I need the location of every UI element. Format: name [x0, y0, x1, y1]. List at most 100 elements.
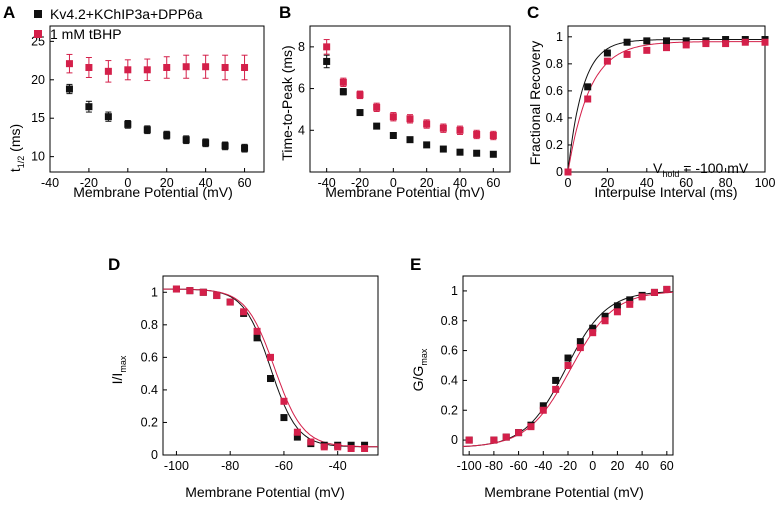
data-point-control [85, 103, 93, 111]
y-tick-label: 0 [556, 165, 563, 179]
y-tick-label: 1 [556, 30, 563, 44]
y-tick-label: 0 [151, 448, 158, 462]
data-point-tbhp [439, 124, 447, 132]
data-point-tbhp [124, 66, 132, 74]
panel-c-plot: 0 20 40 60 80 100 0 0.2 0.4 0.6 0.8 1 [546, 25, 776, 190]
data-point-tbhp [576, 344, 584, 352]
y-tick-label: 0.8 [441, 314, 458, 328]
data-point-tbhp [373, 103, 381, 111]
panel-d-xlabel: Membrane Potential (mV) [185, 484, 345, 500]
data-point-control [576, 338, 584, 346]
panel-e-ylabel: G/Gmax [410, 348, 429, 391]
panel-c-xlabel: Interpulse Interval (ms) [594, 184, 737, 200]
y-tick-label: 1 [151, 285, 158, 299]
y-tick-label: 0.8 [546, 57, 563, 71]
fit-curve-tbhp [462, 291, 674, 447]
data-point-tbhp [202, 63, 210, 71]
data-point-control [613, 302, 621, 310]
data-point-control [143, 126, 151, 134]
data-point-tbhp [722, 40, 730, 48]
data-point-tbhp [356, 91, 364, 99]
data-point-tbhp [623, 50, 631, 58]
data-point-control [163, 131, 171, 139]
data-point-control [643, 37, 651, 45]
data-point-control [439, 145, 447, 153]
x-tick-label: -20 [351, 176, 369, 190]
legend-label-control: Kv4.2+KChIP3a+DPP6a [50, 6, 203, 22]
x-tick-label: 40 [199, 176, 213, 190]
data-point-tbhp [361, 444, 369, 452]
x-tick-label: -20 [80, 176, 98, 190]
data-point-tbhp [613, 308, 621, 316]
data-point-control [601, 312, 609, 320]
data-point-control [267, 375, 274, 383]
data-point-tbhp [143, 66, 151, 74]
panel-b-xlabel: Membrane Potential (mV) [325, 184, 485, 200]
y-tick-label: 0.4 [441, 373, 458, 387]
data-point-tbhp [163, 63, 171, 71]
data-point-control [589, 324, 597, 332]
data-point-tbhp [589, 329, 597, 337]
x-tick-label: 60 [486, 176, 500, 190]
legend-label-tbhp: 1 mM tBHP [50, 26, 122, 42]
y-tick-label: 6 [298, 82, 305, 96]
fit-curve-control [163, 288, 378, 448]
data-point-control [241, 144, 249, 152]
panel-b-frame [309, 25, 511, 173]
data-point-tbhp [406, 115, 414, 123]
y-tick-label: 0.8 [141, 318, 158, 332]
x-tick-label: 20 [160, 176, 174, 190]
x-tick-label: 40 [453, 176, 467, 190]
data-point-tbhp [172, 285, 180, 293]
x-tick-label: 100 [755, 176, 776, 190]
data-point-tbhp [213, 292, 221, 300]
x-tick-label: -40 [329, 459, 347, 473]
data-point-tbhp [643, 46, 651, 54]
y-tick-label: 0.2 [141, 415, 158, 429]
data-point-tbhp [199, 288, 207, 296]
data-point-tbhp [104, 67, 112, 75]
data-point-tbhp [465, 436, 473, 444]
data-point-control [253, 334, 261, 342]
data-point-tbhp [702, 40, 710, 48]
y-tick-label: 0 [451, 433, 458, 447]
data-point-control [552, 376, 560, 384]
data-point-tbhp [267, 353, 274, 361]
data-point-control [182, 136, 190, 144]
data-point-tbhp [515, 429, 523, 437]
data-point-tbhp [280, 397, 288, 405]
data-point-control [406, 136, 414, 144]
data-point-tbhp [552, 385, 560, 393]
data-point-control [423, 141, 431, 149]
data-point-tbhp [389, 113, 397, 121]
data-point-control [584, 83, 592, 91]
data-point-tbhp [663, 285, 671, 293]
data-point-control [489, 150, 497, 158]
data-point-tbhp [339, 78, 347, 86]
y-tick-label: 4 [298, 123, 305, 137]
data-point-tbhp [650, 288, 658, 296]
x-tick-label: 0 [390, 176, 397, 190]
data-point-tbhp [221, 63, 229, 71]
panel-d-frame [162, 275, 379, 456]
data-point-tbhp [638, 293, 646, 301]
data-point-control [373, 122, 381, 130]
y-tick-label: 15 [31, 111, 45, 125]
x-tick-label: 20 [600, 176, 614, 190]
panel-b-plot: -40 -20 0 20 40 60 4 6 8 [298, 25, 511, 190]
x-tick-label: -60 [510, 459, 528, 473]
x-tick-label: -80 [221, 459, 239, 473]
data-point-tbhp [489, 132, 497, 139]
y-tick-label: 10 [31, 150, 45, 164]
data-point-control [65, 85, 73, 93]
panel-e-letter: E [410, 255, 421, 274]
data-point-tbhp [527, 423, 535, 431]
data-point-tbhp [323, 43, 331, 51]
data-point-tbhp [502, 433, 510, 441]
fit-curve-control [462, 291, 674, 447]
data-point-control [473, 149, 481, 157]
data-point-tbhp [761, 38, 769, 46]
data-point-tbhp [226, 298, 234, 306]
panel-a-ylabel: t1/2 (ms) [7, 124, 26, 172]
